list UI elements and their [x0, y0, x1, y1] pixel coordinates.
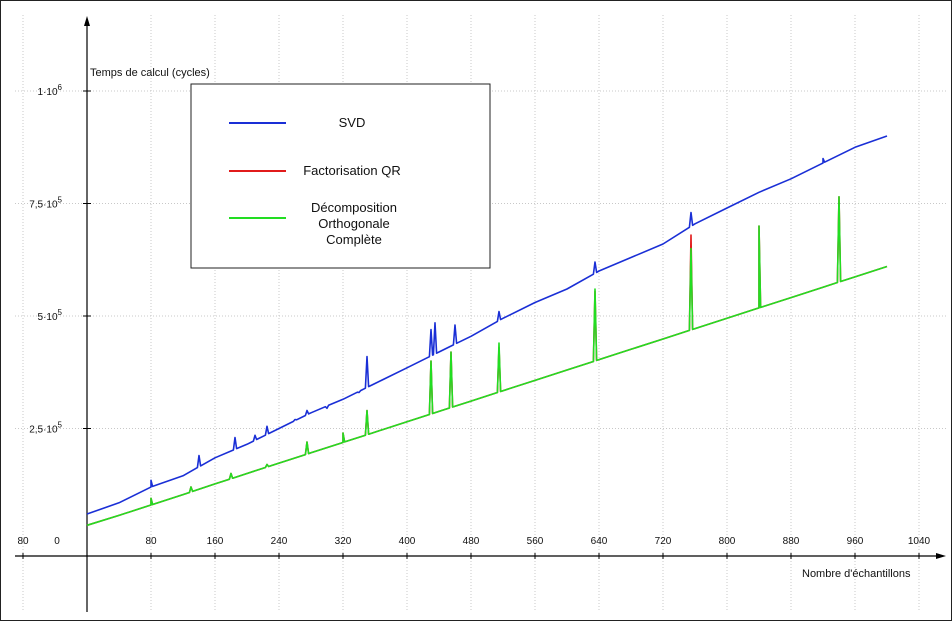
y-tick-label: 7,5·105: [29, 196, 62, 211]
series-lines: [86, 135, 888, 527]
x-axis-arrow: [936, 553, 946, 559]
x-tick-label: 800: [719, 536, 736, 547]
y-tick-mantissa: 5·10: [38, 312, 58, 323]
series-line-2: [86, 196, 888, 527]
x-tick-label: 80: [145, 536, 157, 547]
x-tick-label: 720: [655, 536, 672, 547]
x-tick-label: 480: [463, 536, 480, 547]
x-tick-label: 640: [591, 536, 608, 547]
x-tick-label: 1040: [908, 536, 931, 547]
x-tick-label: 80: [17, 536, 29, 547]
x-tick-label: 240: [271, 536, 288, 547]
y-tick-exponent: 5: [58, 421, 63, 430]
legend-label: Orthogonale: [318, 216, 390, 231]
x-axis-label: Nombre d'échantillons: [802, 568, 911, 580]
axes: [15, 16, 946, 612]
legend-label: Complète: [326, 232, 382, 247]
y-axis-label: Temps de calcul (cycles): [90, 67, 210, 79]
x-tick-label: 560: [527, 536, 544, 547]
x-tick-label: 0: [54, 536, 60, 547]
x-tick-label: 960: [847, 536, 864, 547]
legend-box: [190, 83, 491, 269]
legend-label: Décomposition: [311, 200, 397, 215]
y-tick-exponent: 5: [58, 196, 63, 205]
y-tick-mantissa: 7,5·10: [29, 200, 58, 211]
x-tick-label: 880: [783, 536, 800, 547]
x-tick-label: 400: [399, 536, 416, 547]
x-tick-label: 160: [207, 536, 224, 547]
y-tick-label: 2,5·105: [29, 421, 62, 436]
series-line-0: [86, 135, 888, 515]
y-axis-arrow: [84, 16, 90, 26]
y-tick-label: 5·105: [38, 308, 63, 323]
y-tick-exponent: 5: [58, 308, 63, 317]
y-tick-mantissa: 2,5·10: [29, 425, 58, 436]
y-tick-exponent: 6: [58, 83, 63, 92]
y-tick-label: 1·106: [38, 83, 63, 98]
legend-label: SVD: [339, 115, 366, 130]
y-tick-mantissa: 1·10: [38, 87, 58, 98]
legend-label: Factorisation QR: [303, 163, 401, 178]
tick-labels: 80 0 80 160 240 320 400 480 560 640 720 800 880 960 10…: [17, 83, 930, 547]
legend: SVD Factorisation QR DécompositionOrthogon…: [190, 83, 491, 269]
x-tick-label: 320: [335, 536, 352, 547]
